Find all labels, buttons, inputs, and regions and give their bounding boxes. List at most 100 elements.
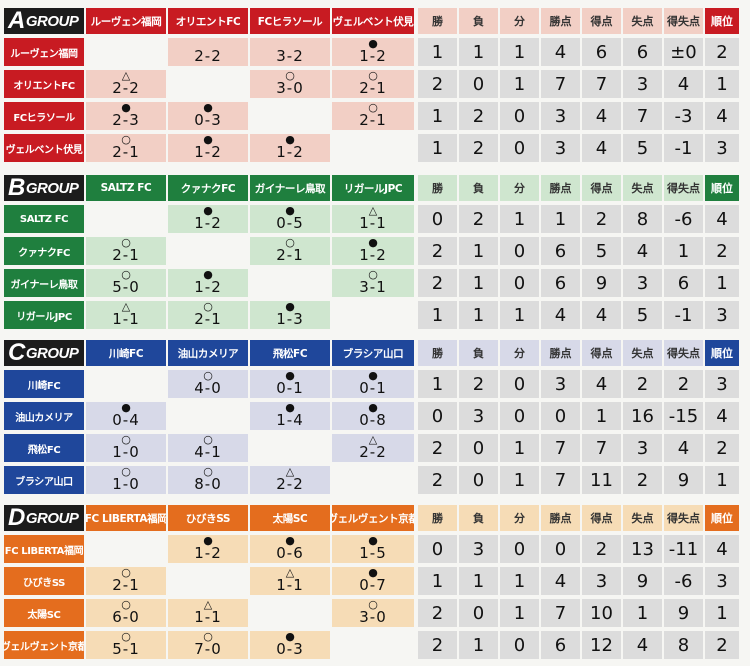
stat-value: 2 <box>459 370 498 398</box>
stat-value: 2 <box>623 370 662 398</box>
stat-value: 1 <box>500 205 539 233</box>
match-score: 1-2 <box>276 143 304 161</box>
match-score: 1-1 <box>112 310 140 328</box>
result-mark: ○ <box>121 466 131 478</box>
stat-value: 0 <box>500 631 539 659</box>
match-result-cell: △ 2-2 <box>332 434 414 462</box>
result-mark: △ <box>368 434 378 446</box>
stat-value: 0 <box>500 370 539 398</box>
stat-value: 0 <box>418 535 457 563</box>
stat-header: 得点 <box>582 340 621 366</box>
result-mark: ● <box>285 370 295 382</box>
stat-value: 1 <box>459 269 498 297</box>
row-team-name: ひびきSS <box>4 567 84 595</box>
stat-value: 4 <box>541 567 580 595</box>
stat-value: 4 <box>582 134 621 162</box>
stat-value: 13 <box>623 535 662 563</box>
match-score: 4-1 <box>194 443 222 461</box>
result-mark: ● <box>285 301 295 313</box>
stat-value: 16 <box>623 402 662 430</box>
stat-value: 1 <box>418 38 457 66</box>
stat-value: 1 <box>582 402 621 430</box>
stat-value: 4 <box>623 631 662 659</box>
match-result-cell: ○ 1-0 <box>86 466 166 494</box>
stat-value: 2 <box>705 38 739 66</box>
stat-value: 9 <box>664 466 703 494</box>
stat-value: 0 <box>541 402 580 430</box>
match-result-cell: ● 0-5 <box>250 205 330 233</box>
result-mark: △ <box>121 301 131 313</box>
result-mark: ● <box>285 631 295 643</box>
stat-value: 3 <box>705 370 739 398</box>
stat-value: 2 <box>623 466 662 494</box>
stat-value: 2 <box>705 434 739 462</box>
stat-header: 負 <box>459 8 498 34</box>
match-score: 2-1 <box>112 576 140 594</box>
stat-value: 1 <box>418 134 457 162</box>
result-mark: ○ <box>368 70 378 82</box>
match-result-cell: ● 1-2 <box>168 134 248 162</box>
stat-value: 2 <box>418 434 457 462</box>
match-result-cell: ○ 2-1 <box>250 237 330 265</box>
stat-header: 分 <box>500 175 539 201</box>
match-score: 2-2 <box>194 47 222 65</box>
stat-value: 1 <box>541 205 580 233</box>
stat-value: 0 <box>500 102 539 130</box>
stat-header: 順位 <box>705 505 739 531</box>
stat-value: 2 <box>459 102 498 130</box>
match-score: 1-2 <box>359 246 387 264</box>
group-word: GROUP <box>25 179 79 197</box>
stat-header: 勝点 <box>541 505 580 531</box>
stat-value: 1 <box>459 38 498 66</box>
result-mark: △ <box>285 567 295 579</box>
result-mark: ● <box>285 535 295 547</box>
match-score: 2-1 <box>359 111 387 129</box>
result-mark: △ <box>368 205 378 217</box>
stat-value: 9 <box>664 599 703 627</box>
row-team-name: ヴェルベント伏見 <box>4 134 84 162</box>
stat-value: 1 <box>500 70 539 98</box>
column-team-header: 飛松FC <box>250 340 330 366</box>
stat-value: 3 <box>541 134 580 162</box>
stat-value: -1 <box>664 301 703 329</box>
match-result-cell: ○ 2-1 <box>332 70 414 98</box>
match-result-cell: ● 0-3 <box>250 631 330 659</box>
row-team-name: 油山カメリア <box>4 402 84 430</box>
group-b-label: B GROUP <box>4 175 84 201</box>
stat-value: 4 <box>705 102 739 130</box>
row-team-name: FCヒラソール <box>4 102 84 130</box>
match-result-cell: ○ 2-1 <box>86 567 166 595</box>
stat-value: 3 <box>705 301 739 329</box>
match-score: 1-2 <box>194 143 222 161</box>
stat-value: 6 <box>582 38 621 66</box>
match-result-cell: ● 0-1 <box>332 370 414 398</box>
stat-value: 4 <box>705 535 739 563</box>
match-result-cell: △ 1-1 <box>250 567 330 595</box>
stat-value: 0 <box>500 402 539 430</box>
stat-value: 2 <box>459 205 498 233</box>
result-mark: ○ <box>121 237 131 249</box>
result-mark: ○ <box>203 466 213 478</box>
column-team-header: リガールJPC <box>332 175 414 201</box>
stat-value: 3 <box>623 434 662 462</box>
match-score: 2-1 <box>112 246 140 264</box>
stat-header: 順位 <box>705 8 739 34</box>
stat-value: 4 <box>664 434 703 462</box>
stat-value: 1 <box>418 567 457 595</box>
match-result-cell: ● 0-1 <box>250 370 330 398</box>
match-result-cell: ○ 5-0 <box>86 269 166 297</box>
match-score: 2-2 <box>112 79 140 97</box>
stat-header: 勝点 <box>541 8 580 34</box>
match-score: 1-3 <box>276 310 304 328</box>
stat-header: 順位 <box>705 340 739 366</box>
match-score: 1-2 <box>194 214 222 232</box>
stat-value: 1 <box>418 102 457 130</box>
stat-value: 1 <box>459 567 498 595</box>
stat-header: 勝 <box>418 340 457 366</box>
match-result-cell: △ 2-2 <box>250 466 330 494</box>
match-score: 1-4 <box>276 411 304 429</box>
result-mark: ○ <box>203 370 213 382</box>
result-mark: ○ <box>368 599 378 611</box>
stat-value: 1 <box>705 269 739 297</box>
